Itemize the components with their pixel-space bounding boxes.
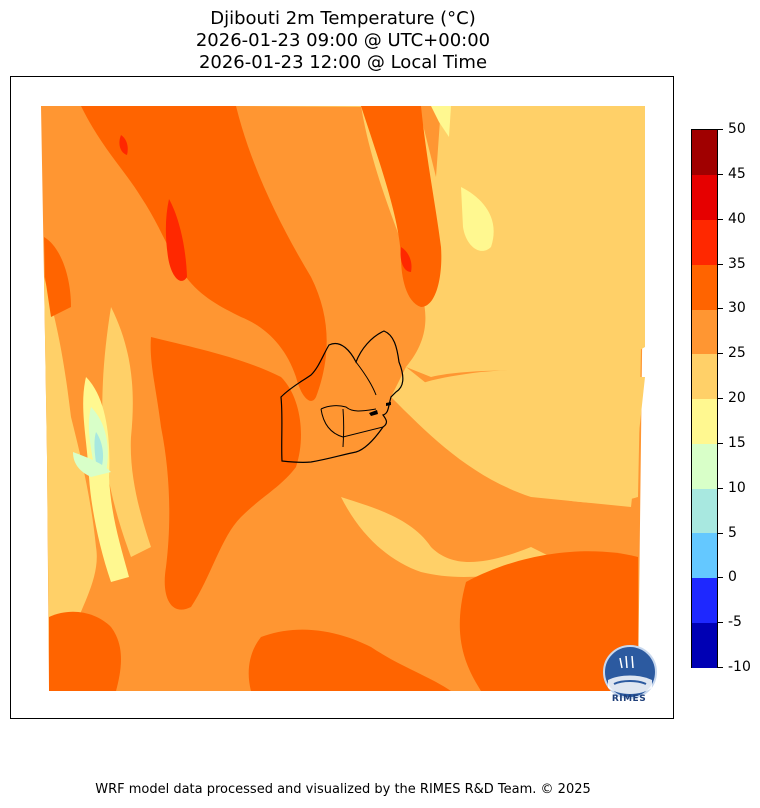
colorbar-tick-label: 50: [728, 121, 746, 137]
band-15-20-north: [461, 187, 494, 251]
colorbar-tick-label: 45: [728, 165, 746, 182]
colorbar-tick: [718, 129, 723, 130]
colorbar-segment: [692, 353, 717, 399]
colorbar-tick-label: 40: [728, 210, 746, 227]
colorbar-tick-label: 30: [728, 300, 746, 317]
map-title: Djibouti 2m Temperature (°C) 2026-01-23 …: [0, 8, 686, 74]
rimes-logo-label: RIMES: [611, 694, 647, 704]
colorbar-tick: [718, 442, 723, 444]
colorbar-tick-label: 0: [728, 569, 737, 586]
region-line-2: [320, 405, 377, 412]
colorbar-tick: [718, 218, 723, 220]
colorbar-tick: [718, 353, 723, 355]
band-30-35-west-ridge: [44, 237, 71, 317]
colorbar-tick: [718, 487, 723, 489]
band-20-25-east: [391, 347, 641, 503]
rimes-globe-icon: [603, 645, 657, 699]
band-35-40-n: [400, 247, 412, 272]
colorbar-segment: [692, 622, 717, 668]
band-5-10-west: [94, 432, 104, 469]
gulf-islands: [369, 402, 391, 416]
band-10-15-sw: [73, 452, 111, 477]
colorbar-segment: [692, 174, 717, 220]
colorbar-tick-label: 25: [728, 345, 746, 362]
colorbar-segment: [692, 130, 717, 176]
colorbar-segment: [692, 309, 717, 355]
region-line-1: [355, 361, 377, 396]
title-line-1: Djibouti 2m Temperature (°C): [210, 8, 476, 29]
band-35-40-corner: [119, 135, 128, 155]
colorbar-tick-label: 35: [728, 255, 746, 272]
colorbar-tick: [718, 577, 723, 579]
colorbar-segment: [692, 398, 717, 444]
colorbar-tick-label: -10: [728, 659, 751, 675]
footer-credit: WRF model data processed and visualized …: [95, 782, 591, 797]
band-30-35-southeast: [459, 551, 638, 691]
title-line-3: 2026-01-23 12:00 @ Local Time: [198, 52, 488, 73]
band-30-35-south-center: [248, 629, 451, 691]
colorbar-segment: [692, 443, 717, 489]
colorbar-tick: [718, 308, 723, 310]
region-line-4: [320, 408, 384, 438]
band-30-35-southwest: [49, 611, 121, 691]
band-30-35-north-strip: [361, 106, 442, 307]
band-30-35-central: [150, 337, 301, 610]
title-line-2: 2026-01-23 09:00 @ UTC+00:00: [195, 30, 491, 51]
colorbar-tick-label: 10: [728, 479, 746, 496]
temperature-map: [41, 106, 645, 691]
colorbar-tick-label: -5: [728, 614, 742, 631]
band-35-40-nw: [165, 199, 187, 281]
colorbar-tick: [718, 263, 723, 265]
colorbar-segment: [692, 219, 717, 265]
colorbar-tick-label: 20: [728, 390, 746, 406]
colorbar-tick: [718, 173, 723, 175]
band-20-25-west2: [102, 307, 151, 557]
colorbar-tick: [718, 532, 723, 534]
colorbar: [691, 129, 718, 668]
colorbar-tick: [718, 398, 723, 399]
colorbar-tick-label: 15: [728, 434, 746, 451]
colorbar-tick: [718, 667, 723, 668]
band-20-25-south: [341, 497, 551, 577]
band-30-35-northwest: [81, 106, 327, 401]
colorbar-segment: [692, 264, 717, 310]
colorbar-segment: [692, 532, 717, 578]
region-line-3: [342, 408, 345, 448]
rimes-logo: [600, 644, 660, 704]
band-15-20-ne: [431, 106, 451, 137]
colorbar-tick: [718, 622, 723, 624]
colorbar-tick-label: 5: [728, 524, 737, 541]
colorbar-segment: [692, 488, 717, 534]
band-20-25-west: [44, 277, 97, 657]
colorbar-segment: [692, 577, 717, 623]
map-frame: [10, 76, 674, 719]
